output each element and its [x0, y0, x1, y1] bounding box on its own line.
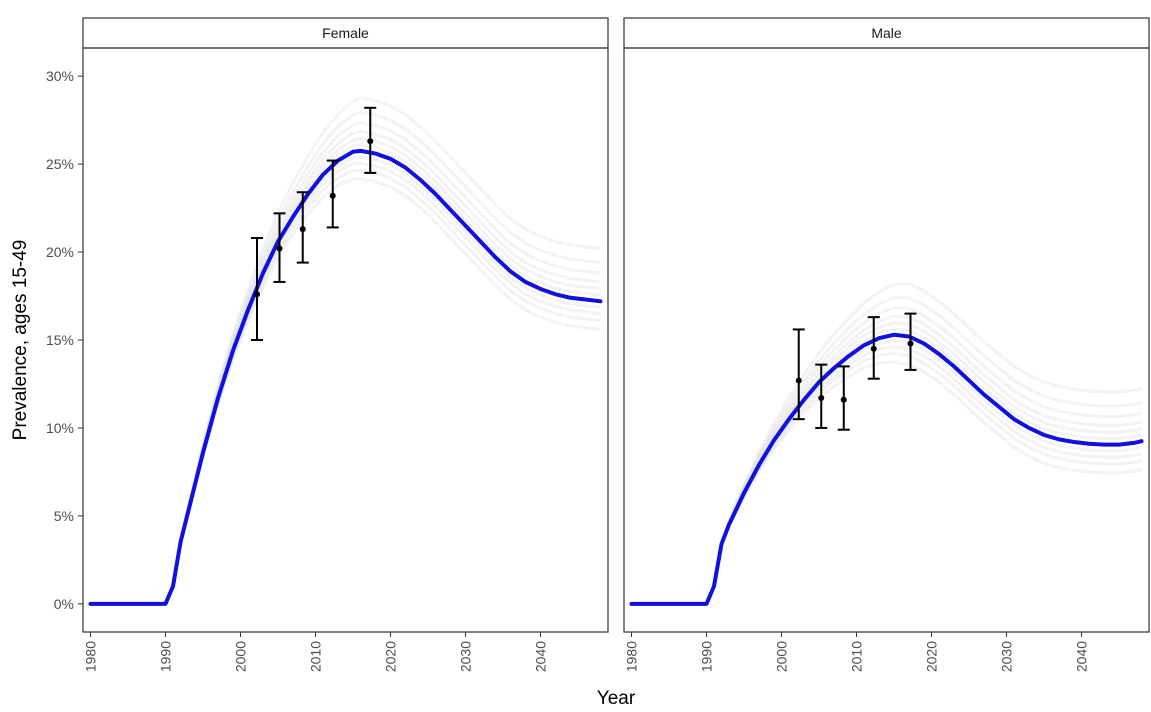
survey-point [907, 340, 914, 347]
survey-point [299, 226, 306, 233]
survey-point [276, 245, 283, 252]
y-tick-label: 10% [46, 420, 74, 436]
uncertainty-trajectory [90, 121, 601, 606]
panel-border-female [82, 47, 609, 633]
survey-point [329, 192, 336, 199]
y-axis-title: Prevalence, ages 15-49 [10, 240, 31, 441]
uncertainty-trajectory [90, 168, 601, 606]
survey-point [795, 377, 802, 384]
y-tick-label: 15% [46, 332, 74, 348]
survey-errorbar [326, 159, 339, 229]
uncertainty-trajectory [90, 110, 601, 606]
strip-title-female: Female [322, 25, 369, 41]
survey-errorbar [867, 316, 880, 380]
uncertainty-trajectory [631, 321, 1142, 606]
y-tick-label: 5% [54, 508, 74, 524]
x-tick-label: 2030 [999, 641, 1015, 672]
x-tick-label: 2010 [849, 641, 865, 672]
panel-male: Male 1980 1990 2000 2010 2020 2030 2040 [623, 17, 1150, 672]
uncertainty-trajectory [631, 360, 1142, 606]
uncertainty-trajectory [90, 155, 601, 606]
survey-errorbar [296, 191, 309, 264]
x-tick-label: 2030 [458, 641, 474, 672]
uncertainty-trajectory [631, 306, 1142, 606]
y-tick-label: 20% [46, 244, 74, 260]
x-tick-label: 1980 [83, 641, 99, 672]
survey-errorbar [837, 365, 850, 431]
survey-errorbar [273, 212, 286, 283]
uncertainty-trajectory [631, 339, 1142, 606]
y-tick-label: 0% [54, 596, 74, 612]
x-tick-label: 2000 [774, 641, 790, 672]
survey-point [367, 138, 374, 145]
survey-point [840, 396, 847, 403]
survey-point [870, 345, 877, 352]
x-tick-label: 2040 [533, 641, 549, 672]
x-tick-label: 2010 [308, 641, 324, 672]
uncertainty-trajectory [90, 130, 601, 606]
survey-errorbar [364, 106, 377, 174]
x-tick-label: 1990 [158, 641, 174, 672]
panel-female: Female 1980 1990 2000 2010 2020 2030 2040 [82, 17, 609, 672]
uncertainty-trajectory [90, 137, 601, 606]
fit-line-female [88, 148, 603, 606]
x-tick-label: 1980 [624, 641, 640, 672]
uncertainty-trajectory [90, 96, 601, 606]
uncertainty-trajectory [631, 345, 1142, 606]
x-tick-label: 2040 [1074, 641, 1090, 672]
uncertainty-trajectory [631, 296, 1142, 606]
y-tick-label: 25% [46, 156, 74, 172]
uncertainty-trajectory [631, 351, 1142, 606]
x-tick-label: 2000 [233, 641, 249, 672]
x-tick-label: 2020 [383, 641, 399, 672]
uncertainty-trajectory [90, 143, 601, 606]
survey-errorbar [251, 236, 263, 341]
survey-errorbar [792, 328, 805, 421]
panel-border-male [623, 47, 1150, 633]
uncertainty-trajectory [631, 282, 1142, 606]
survey-point [818, 395, 825, 402]
survey-point [254, 291, 260, 298]
survey-errorbar [904, 312, 917, 371]
uncertainty-trajectory [631, 327, 1142, 606]
x-tick-label: 1990 [699, 641, 715, 672]
y-tick-label: 30% [46, 68, 74, 84]
x-tick-label: 2020 [924, 641, 940, 672]
survey-errorbar [815, 363, 828, 429]
strip-title-male: Male [871, 25, 902, 41]
strip-male [623, 17, 1150, 49]
fit-line-male [629, 332, 1144, 606]
x-axis-title: Year [597, 688, 636, 709]
